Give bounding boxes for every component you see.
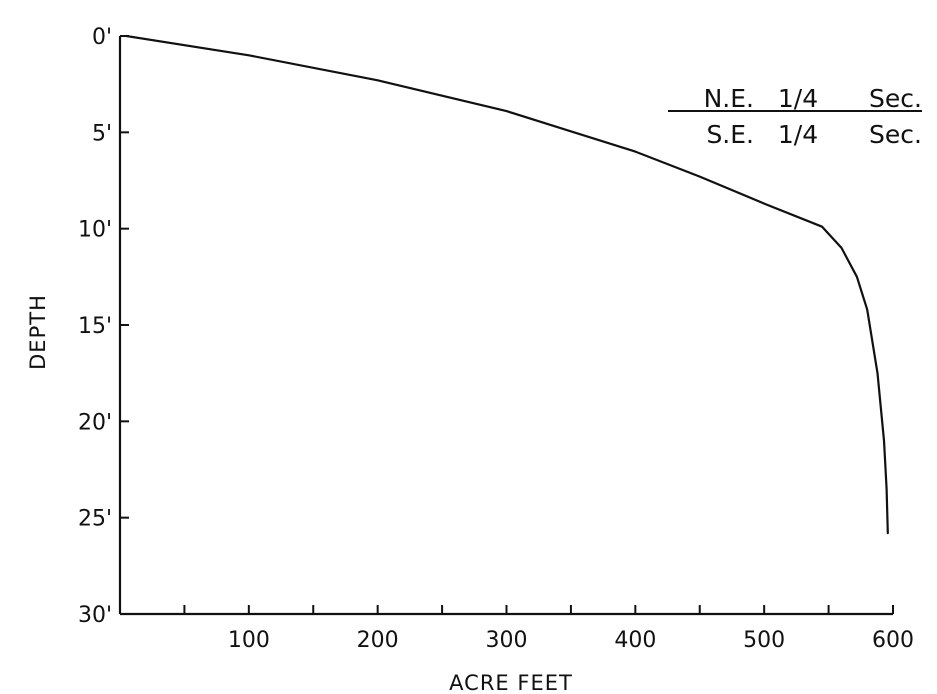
legend-text: S.E. (706, 120, 754, 149)
x-axis-title: ACRE FEET (449, 671, 573, 694)
legend-text: 1/4 (778, 120, 818, 149)
y-tick-label: 10' (78, 218, 112, 243)
x-tick-label: 200 (357, 628, 399, 653)
legend-text: N.E. (704, 84, 754, 113)
y-tick-label: 25' (78, 507, 112, 532)
legend: N.E. 1/4 Sec. S.E. 1/4 Sec. (668, 84, 922, 149)
legend-text: Sec. (869, 84, 922, 113)
legend-text: 1/4 (778, 84, 818, 113)
series-line (125, 34, 889, 535)
x-tick-label: 600 (872, 628, 914, 653)
y-tick-label: 20' (78, 410, 112, 435)
x-tick-label: 100 (228, 628, 270, 653)
x-axis-ticks: 100 200 300 400 500 600 (183, 605, 914, 653)
y-tick-label: 5' (92, 121, 112, 146)
y-tick-label: 0' (92, 25, 112, 50)
series-layer (125, 34, 889, 535)
x-tick-label: 400 (614, 628, 656, 653)
y-tick-label: 30' (78, 603, 112, 628)
x-tick-label: 300 (486, 628, 528, 653)
y-axis-title: DEPTH (26, 294, 50, 370)
legend-text: Sec. (869, 120, 922, 149)
y-tick-label: 15' (78, 314, 112, 339)
x-tick-label: 500 (743, 628, 785, 653)
y-axis-ticks: 0' 5' 10' 15' 20' 25' 30' (78, 25, 129, 628)
